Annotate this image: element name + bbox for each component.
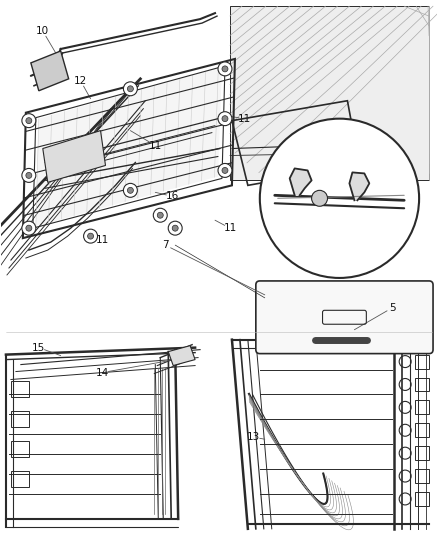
Circle shape xyxy=(22,114,36,127)
Circle shape xyxy=(168,221,182,235)
Polygon shape xyxy=(43,131,106,182)
Polygon shape xyxy=(31,51,69,91)
Circle shape xyxy=(124,183,138,197)
Polygon shape xyxy=(230,6,429,180)
Text: 12: 12 xyxy=(74,76,87,86)
Circle shape xyxy=(153,208,167,222)
Circle shape xyxy=(218,164,232,177)
Circle shape xyxy=(218,112,232,126)
Polygon shape xyxy=(168,345,195,366)
Circle shape xyxy=(22,221,36,235)
Circle shape xyxy=(127,188,134,193)
Circle shape xyxy=(26,172,32,179)
Text: 16: 16 xyxy=(166,191,179,201)
Circle shape xyxy=(124,82,138,96)
Circle shape xyxy=(84,229,98,243)
Circle shape xyxy=(222,167,228,173)
Circle shape xyxy=(260,119,419,278)
Circle shape xyxy=(222,116,228,122)
Text: 3: 3 xyxy=(284,171,291,180)
Polygon shape xyxy=(290,168,311,195)
Text: 4: 4 xyxy=(364,167,371,177)
Text: 5: 5 xyxy=(389,303,396,313)
Circle shape xyxy=(88,233,94,239)
Circle shape xyxy=(222,66,228,72)
Circle shape xyxy=(127,86,134,92)
Polygon shape xyxy=(350,172,369,200)
Text: 14: 14 xyxy=(96,368,109,377)
Circle shape xyxy=(26,225,32,231)
Circle shape xyxy=(218,62,232,76)
Text: 11: 11 xyxy=(238,114,251,124)
Text: 13: 13 xyxy=(247,432,261,442)
Text: 15: 15 xyxy=(32,343,46,353)
Circle shape xyxy=(172,225,178,231)
Circle shape xyxy=(311,190,328,206)
Text: 11: 11 xyxy=(223,223,237,233)
FancyBboxPatch shape xyxy=(256,281,433,353)
Circle shape xyxy=(157,212,163,218)
Circle shape xyxy=(26,118,32,124)
Polygon shape xyxy=(36,67,222,226)
Text: 11: 11 xyxy=(148,141,162,150)
Circle shape xyxy=(22,168,36,182)
Text: 6: 6 xyxy=(54,164,61,173)
Text: 10: 10 xyxy=(36,26,49,36)
Text: 7: 7 xyxy=(162,240,169,250)
Text: 11: 11 xyxy=(96,235,109,245)
Text: 1: 1 xyxy=(89,150,96,160)
